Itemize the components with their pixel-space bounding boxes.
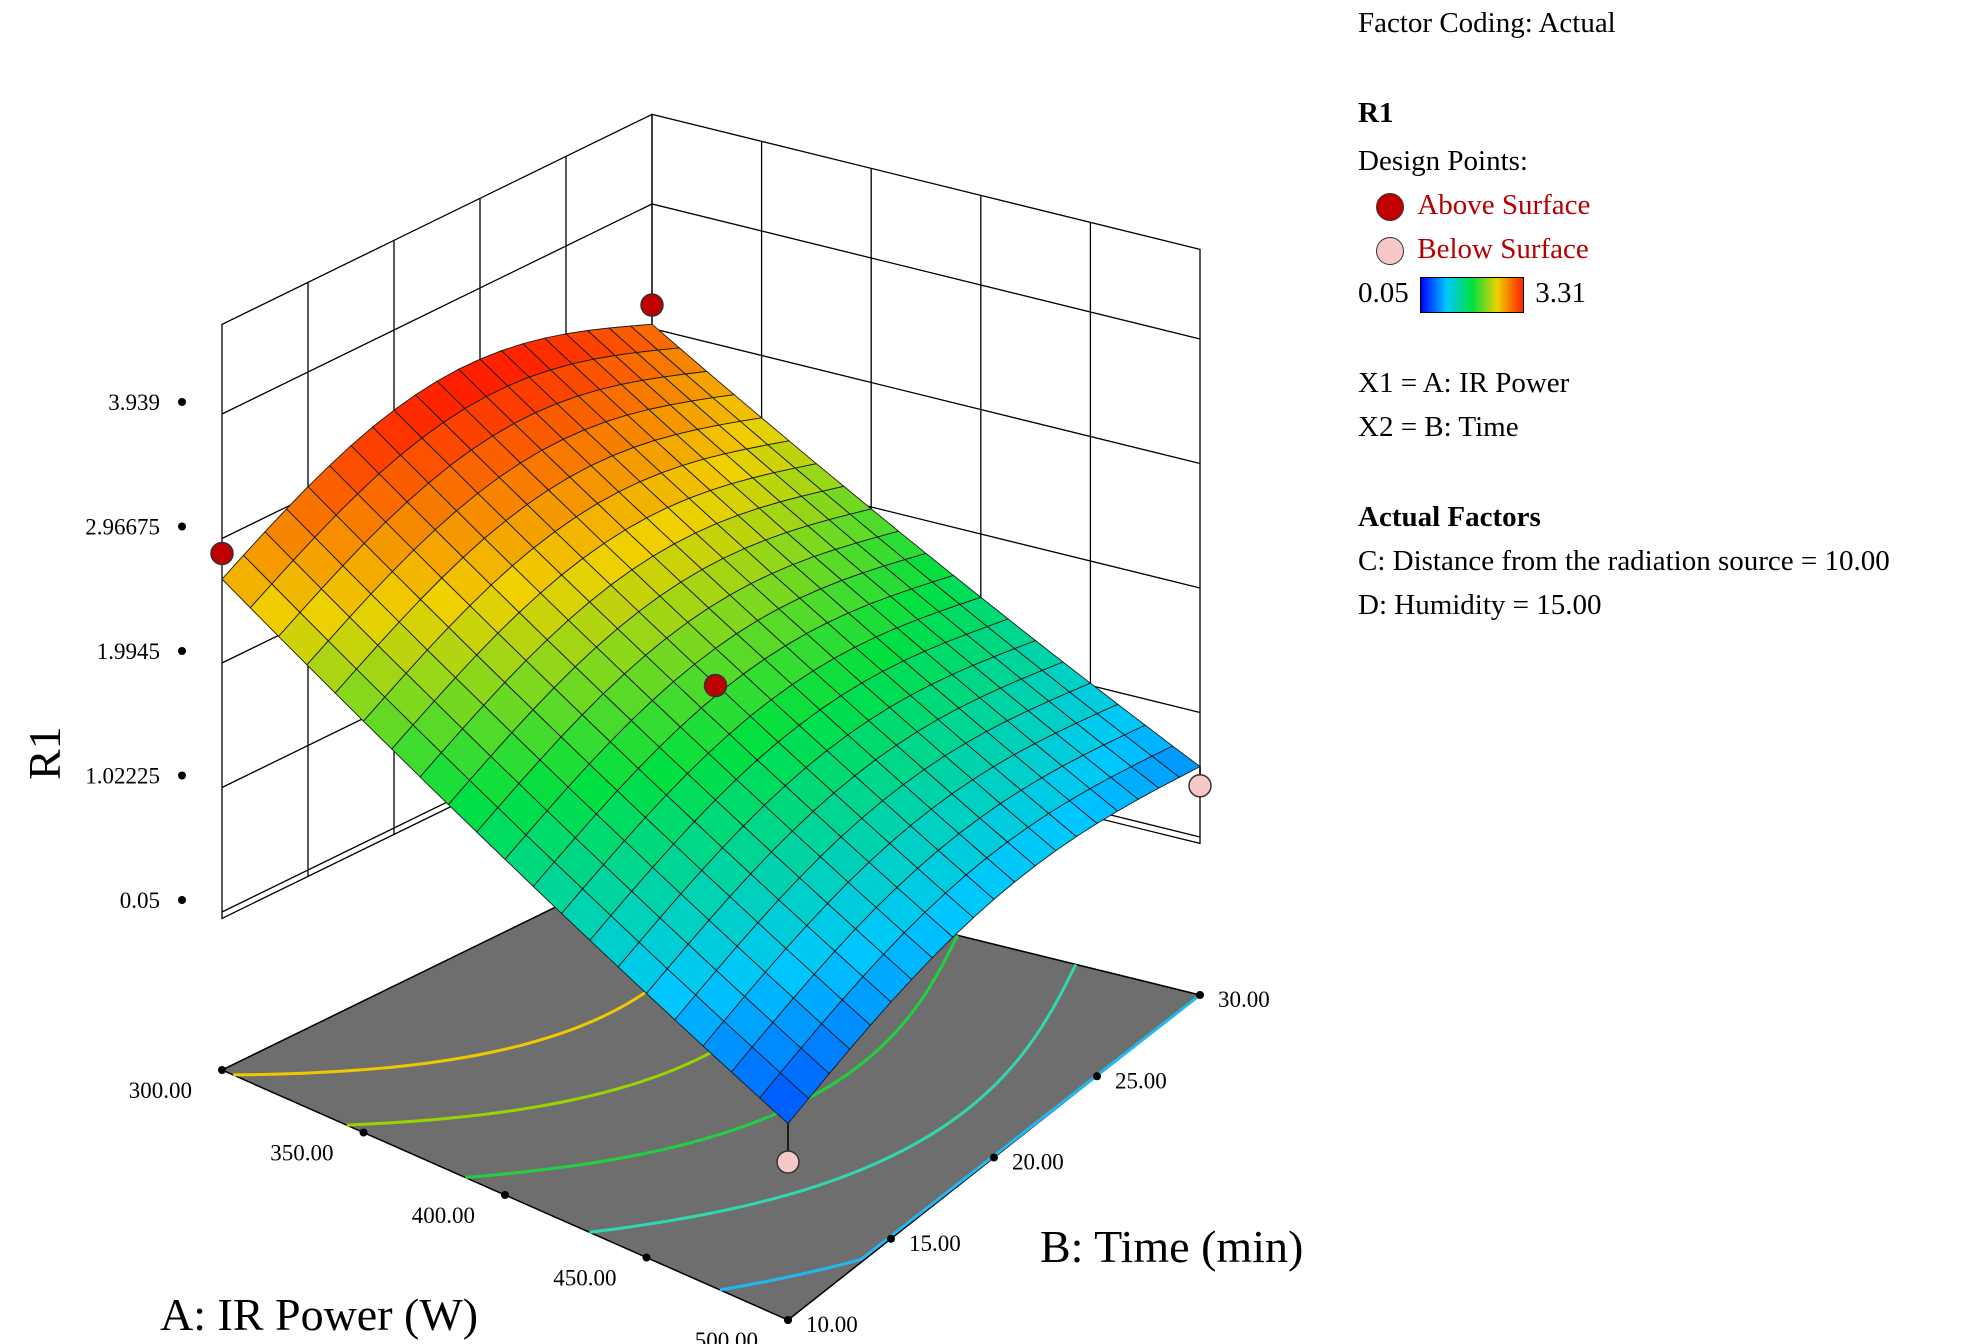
contour-line	[465, 934, 959, 1179]
factor-coding: Factor Coding: Actual	[1358, 7, 1616, 39]
below-surface-label: Below Surface	[1417, 233, 1589, 265]
z-tick-mark	[178, 647, 186, 655]
z-tick-label: 0.05	[120, 888, 160, 913]
design-point-above	[703, 673, 728, 698]
x-tick-label: 300.00	[129, 1078, 192, 1103]
response-name: R1	[1358, 97, 1394, 129]
x-axis-label: A: IR Power (W)	[160, 1289, 478, 1340]
surface-plot: 0.05 1.02225 1.9945 2.96675 3.939 300.00 350.0…	[19, 113, 1303, 1344]
surface-cell	[759, 1072, 810, 1125]
scale-min: 0.05	[1358, 277, 1409, 309]
z-tick-mark	[178, 771, 186, 780]
contour-line	[719, 993, 1201, 1292]
z-tick-label: 2.96675	[85, 515, 160, 540]
actual-factors-title: Actual Factors	[1358, 501, 1541, 533]
z-tick-label: 3.939	[108, 390, 160, 415]
y-tick-label: 25.00	[1115, 1068, 1167, 1093]
x2-definition: X2 = B: Time	[1358, 411, 1519, 443]
above-surface-marker	[1376, 193, 1404, 222]
x-tick-mark	[642, 1253, 651, 1262]
x-tick-label: 400.00	[412, 1203, 475, 1228]
x-tick-label: 350.00	[270, 1141, 333, 1166]
z-tick-mark	[178, 522, 186, 531]
y-tick-mark	[1196, 991, 1204, 999]
y-tick-mark	[990, 1153, 998, 1162]
response-surface	[221, 323, 1201, 1125]
design-point-above	[640, 293, 664, 317]
y-tick-label: 30.00	[1218, 987, 1270, 1012]
contour-line	[589, 963, 1078, 1234]
factor-d: D: Humidity = 15.00	[1358, 589, 1602, 621]
color-scale: 0.05 3.31	[1358, 276, 1586, 314]
above-surface-label: Above Surface	[1417, 189, 1591, 221]
design-point-above	[210, 541, 234, 566]
z-tick-label: 1.02225	[85, 764, 160, 789]
design-point-below	[776, 1150, 800, 1174]
y-tick-mark	[1093, 1072, 1101, 1081]
x-tick-label: 450.00	[553, 1266, 616, 1291]
design-point-below	[1188, 774, 1212, 798]
wall-gridline	[221, 203, 1201, 415]
y-tick-mark	[887, 1234, 895, 1243]
y-tick-label: 15.00	[909, 1231, 961, 1256]
colorbar	[1420, 277, 1524, 314]
x-tick-label: 500.00	[695, 1328, 758, 1344]
y-tick-mark	[784, 1316, 792, 1324]
legend-below: Below Surface	[1376, 232, 1589, 267]
design-points-label: Design Points:	[1358, 145, 1528, 177]
legend-above: Above Surface	[1376, 188, 1590, 223]
x-tick-mark	[359, 1128, 368, 1137]
below-surface-marker	[1376, 237, 1404, 266]
scale-max: 3.31	[1535, 277, 1586, 309]
z-tick-mark	[178, 398, 186, 406]
design-points	[210, 293, 1212, 1174]
y-tick-label: 10.00	[806, 1312, 858, 1337]
z-axis-label: R1	[19, 726, 70, 780]
y-axis-label: B: Time (min)	[1040, 1221, 1303, 1272]
x-tick-mark	[218, 1066, 226, 1074]
z-tick-label: 1.9945	[97, 639, 160, 664]
y-tick-label: 20.00	[1012, 1150, 1064, 1175]
z-tick-mark	[178, 896, 186, 904]
x-tick-mark	[501, 1191, 509, 1199]
axis-ticks: 0.05 1.02225 1.9945 2.96675 3.939 300.00 350.0…	[85, 390, 1270, 1344]
factor-c: C: Distance from the radiation source = …	[1358, 545, 1890, 577]
x1-definition: X1 = A: IR Power	[1358, 367, 1570, 399]
